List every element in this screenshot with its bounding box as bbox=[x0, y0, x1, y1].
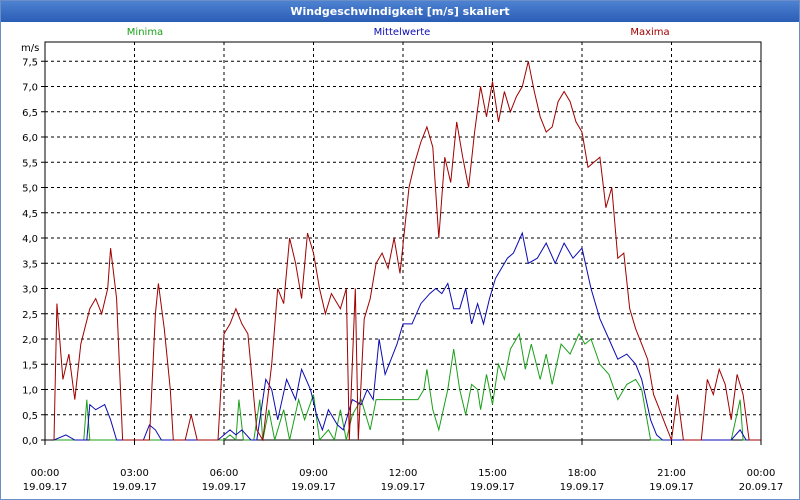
x-tick-time: 06:00 bbox=[210, 468, 239, 479]
x-tick-date: 19.09.17 bbox=[202, 482, 247, 493]
x-tick-time: 21:00 bbox=[657, 468, 686, 479]
x-tick-time: 09:00 bbox=[299, 468, 328, 479]
x-tick-date: 19.09.17 bbox=[649, 482, 694, 493]
y-tick-label: 2,0 bbox=[22, 335, 38, 346]
maxima-line bbox=[53, 61, 761, 442]
y-tick-label: 3,5 bbox=[22, 259, 38, 270]
wind-speed-chart: 0,0 0,5 1,0 1,5 2,0 2,5 3,0 3,5 4,0 4,5 5,0 5,5 6,0 6… bbox=[21, 27, 784, 493]
x-tick-date: 19.09.17 bbox=[381, 482, 426, 493]
x-tick-date: 19.09.17 bbox=[23, 482, 68, 493]
minima-line bbox=[54, 332, 761, 442]
y-tick-label: 5,0 bbox=[22, 184, 38, 195]
legend-minima: Minima bbox=[127, 27, 163, 38]
window-title: Windgeschwindigkeit [m/s] skaliert bbox=[1, 1, 799, 22]
x-tick-time: 15:00 bbox=[478, 468, 507, 479]
x-tick-date: 19.09.17 bbox=[560, 482, 605, 493]
y-tick-label: 5,5 bbox=[22, 158, 38, 169]
y-tick-label: 0,5 bbox=[22, 411, 38, 422]
y-tick-label: 0,0 bbox=[22, 436, 38, 447]
y-tick-label: 4,5 bbox=[22, 209, 38, 220]
y-tick-label: 6,0 bbox=[22, 133, 38, 144]
legend-mittelwerte: Mittelwerte bbox=[374, 27, 431, 38]
y-tick-label: 4,0 bbox=[22, 234, 38, 245]
x-tick-time: 00:00 bbox=[31, 468, 60, 479]
x-tick-time: 00:00 bbox=[747, 468, 776, 479]
x-tick-date: 19.09.17 bbox=[470, 482, 515, 493]
x-tick-time: 18:00 bbox=[568, 468, 597, 479]
y-tick-label: 1,5 bbox=[22, 360, 38, 371]
y-tick-label: 6,5 bbox=[22, 108, 38, 119]
y-tick-label: 7,5 bbox=[22, 57, 38, 68]
y-tick-label: 1,0 bbox=[22, 386, 38, 397]
x-tick-date: 19.09.17 bbox=[112, 482, 157, 493]
y-axis-label: m/s bbox=[21, 43, 39, 54]
mittelwerte-line bbox=[53, 231, 761, 441]
legend-maxima: Maxima bbox=[630, 27, 669, 38]
x-tick-time: 12:00 bbox=[389, 468, 418, 479]
y-tick-label: 3,0 bbox=[22, 285, 38, 296]
y-tick-label: 7,0 bbox=[22, 83, 38, 94]
x-tick-date: 20.09.17 bbox=[739, 482, 784, 493]
x-tick-date: 19.09.17 bbox=[291, 482, 336, 493]
x-tick-time: 03:00 bbox=[120, 468, 149, 479]
y-tick-label: 2,5 bbox=[22, 310, 38, 321]
